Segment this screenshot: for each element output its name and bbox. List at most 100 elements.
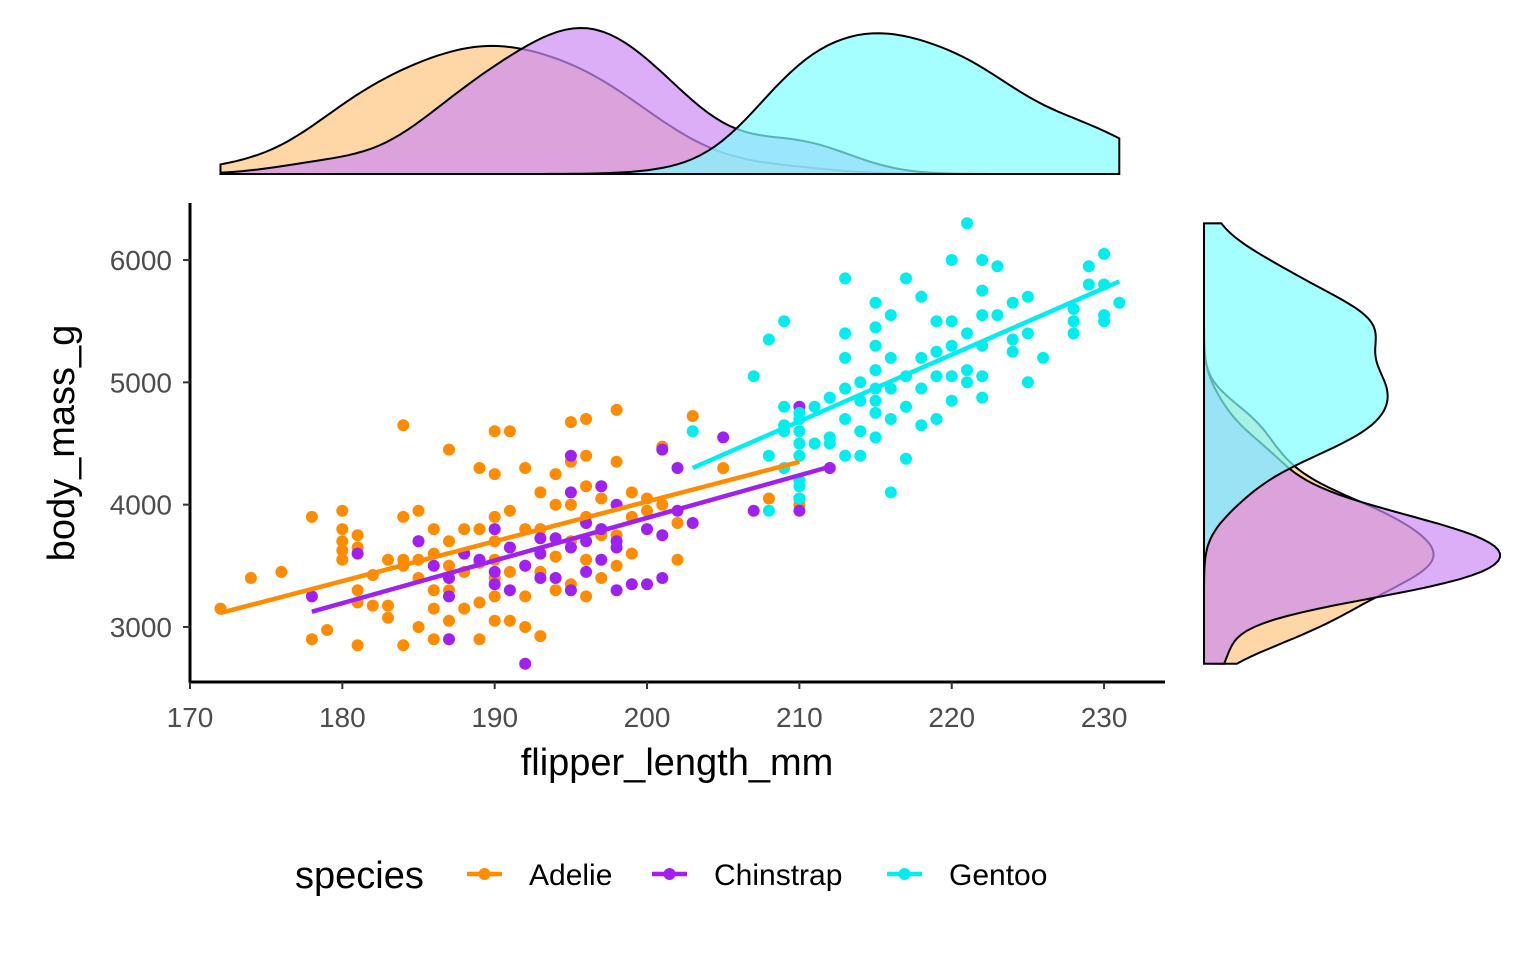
point-adelie: [580, 449, 593, 462]
point-adelie: [519, 590, 532, 603]
x-tick-label: 170: [167, 702, 214, 733]
point-adelie: [503, 614, 516, 627]
point-adelie: [305, 510, 318, 523]
point-gentoo: [762, 333, 775, 346]
legend-label-gentoo: Gentoo: [949, 859, 1047, 892]
point-gentoo: [884, 413, 897, 425]
point-chinstrap: [641, 578, 653, 591]
point-adelie: [595, 492, 608, 505]
point-adelie: [488, 425, 501, 438]
x-tick-label: 210: [776, 702, 823, 733]
legend: species Adelie Chinstrap Gentoo: [295, 855, 1047, 897]
point-chinstrap: [503, 541, 516, 554]
point-adelie: [336, 553, 349, 566]
point-adelie: [610, 455, 623, 468]
trend-lines: [219, 279, 1121, 616]
point-gentoo: [793, 437, 806, 450]
point-adelie: [351, 639, 364, 652]
point-gentoo: [839, 413, 852, 425]
point-chinstrap: [351, 547, 364, 560]
point-gentoo: [945, 394, 958, 407]
point-gentoo: [839, 449, 852, 462]
top-density-panel: [219, 26, 1121, 175]
point-gentoo: [915, 419, 928, 432]
point-adelie: [336, 523, 349, 536]
point-gentoo: [900, 400, 912, 413]
point-adelie: [488, 468, 501, 481]
y-tick-label: 6000: [110, 245, 172, 276]
axes: [188, 203, 1165, 684]
point-adelie: [336, 535, 349, 548]
point-adelie: [473, 633, 486, 646]
x-tick-label: 200: [624, 702, 671, 733]
point-gentoo: [793, 449, 806, 462]
point-gentoo: [1067, 303, 1080, 315]
trend-line-chinstrap: [311, 464, 831, 614]
point-adelie: [366, 599, 379, 612]
point-chinstrap: [793, 504, 806, 517]
point-chinstrap: [564, 584, 577, 597]
point-chinstrap: [656, 443, 669, 456]
point-gentoo: [869, 339, 882, 352]
point-adelie: [488, 590, 501, 603]
point-adelie: [564, 498, 577, 511]
point-adelie: [549, 550, 562, 563]
point-adelie: [351, 529, 364, 542]
point-gentoo: [1113, 296, 1126, 309]
point-adelie: [580, 553, 593, 566]
point-chinstrap: [534, 572, 547, 584]
point-chinstrap: [656, 529, 669, 542]
point-gentoo: [1067, 327, 1080, 340]
y-axis-ticks: 3000 4000 5000 6000: [110, 245, 190, 643]
point-gentoo: [1006, 296, 1019, 309]
point-gentoo: [976, 254, 989, 266]
point-gentoo: [1021, 290, 1034, 303]
point-gentoo: [900, 452, 912, 465]
point-gentoo: [1098, 247, 1111, 260]
point-gentoo: [854, 449, 867, 462]
point-gentoo: [884, 309, 897, 322]
point-gentoo: [823, 391, 836, 404]
point-adelie: [427, 523, 440, 536]
point-gentoo: [762, 504, 775, 517]
point-gentoo: [1006, 345, 1019, 358]
point-chinstrap: [610, 584, 623, 597]
point-adelie: [382, 553, 394, 566]
point-gentoo: [839, 382, 852, 395]
point-gentoo: [869, 364, 882, 377]
point-gentoo: [961, 217, 973, 230]
point-adelie: [305, 633, 318, 646]
point-gentoo: [976, 391, 989, 404]
point-gentoo: [930, 370, 943, 383]
point-adelie: [610, 559, 623, 572]
point-chinstrap: [427, 559, 440, 572]
point-adelie: [443, 443, 455, 456]
point-gentoo: [915, 290, 928, 303]
point-chinstrap: [519, 559, 532, 572]
point-adelie: [595, 572, 608, 584]
point-gentoo: [1082, 260, 1095, 273]
point-adelie: [534, 486, 547, 499]
point-chinstrap: [488, 578, 501, 591]
point-gentoo: [1021, 376, 1034, 389]
point-adelie: [580, 413, 593, 425]
point-gentoo: [869, 406, 882, 419]
point-gentoo: [1098, 315, 1111, 328]
point-adelie: [336, 544, 349, 557]
point-gentoo: [991, 309, 1004, 322]
point-gentoo: [1006, 333, 1019, 346]
point-adelie: [397, 419, 410, 432]
y-tick-label: 5000: [110, 367, 172, 398]
point-chinstrap: [580, 535, 593, 548]
point-gentoo: [869, 321, 882, 334]
point-adelie: [427, 633, 440, 646]
point-adelie: [458, 602, 471, 615]
point-gentoo: [1037, 351, 1050, 364]
point-adelie: [564, 416, 577, 429]
point-adelie: [244, 572, 257, 584]
point-gentoo: [976, 370, 989, 383]
legend-title: species: [295, 855, 424, 897]
point-chinstrap: [656, 572, 669, 584]
point-gentoo: [884, 351, 897, 364]
